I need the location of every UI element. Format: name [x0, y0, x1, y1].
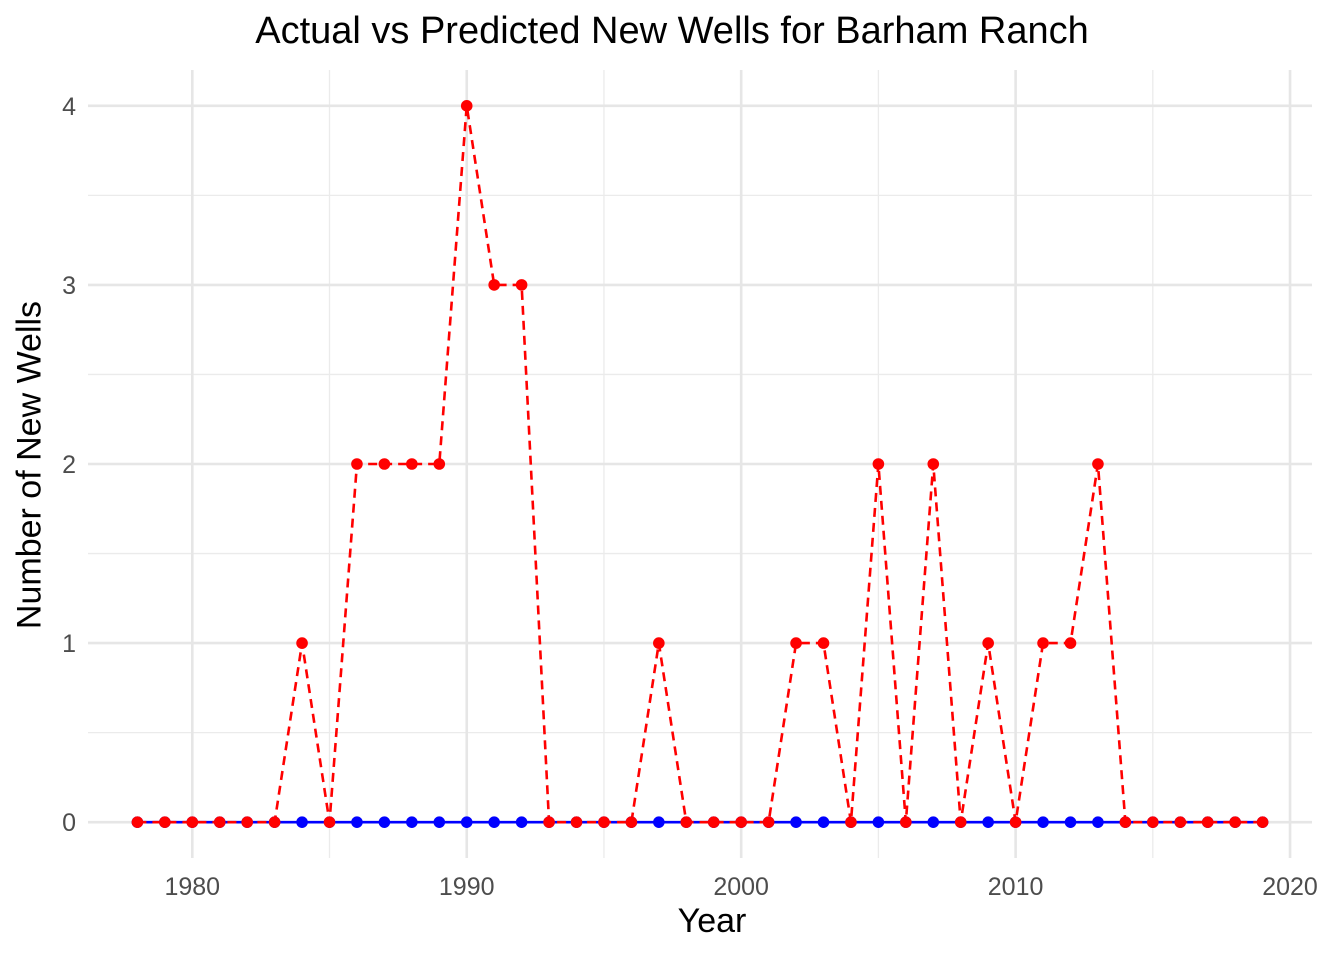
series-2-point: [515, 279, 528, 291]
series-2-point: [351, 458, 363, 470]
series-2-point: [707, 816, 720, 828]
series-2-point: [268, 816, 281, 828]
y-tick-label: 4: [62, 93, 76, 121]
series-1-point: [1064, 816, 1077, 828]
series-2-point: [1147, 816, 1159, 828]
series-2-point: [378, 458, 391, 470]
x-tick-label: 1990: [439, 873, 495, 901]
series-line-2: [137, 105, 1263, 824]
series-2-point: [241, 816, 253, 828]
series-1-point: [1092, 816, 1104, 828]
series-2-point: [159, 816, 171, 828]
y-tick-label: 1: [62, 630, 76, 658]
y-axis-title: Number of New Wells: [10, 300, 49, 630]
series-1-point: [296, 816, 308, 828]
series-2-point: [1064, 637, 1077, 649]
series-2-point: [1174, 816, 1187, 828]
series-2-point: [1119, 816, 1132, 828]
series-1-point: [872, 816, 885, 828]
series-2-point: [817, 637, 830, 649]
series-1-point: [460, 816, 473, 828]
series-2-point: [653, 637, 665, 649]
series-2-point: [296, 637, 308, 649]
series-2-point: [570, 816, 583, 828]
series-2-point: [762, 816, 775, 828]
series-2-point: [1201, 816, 1214, 828]
x-tick-label: 1980: [164, 873, 220, 901]
series-1-point: [982, 816, 994, 828]
series-2-point: [1009, 816, 1022, 828]
series-1-point: [351, 816, 363, 828]
series-2-point: [186, 816, 199, 828]
series-2-point: [131, 816, 144, 828]
x-tick-label: 2010: [988, 873, 1044, 901]
series-2-point: [598, 816, 610, 828]
y-tick-label: 0: [62, 809, 76, 837]
series-2-point: [488, 279, 500, 291]
series-2-point: [735, 816, 747, 828]
series-1-point: [927, 816, 940, 828]
series-2-point: [982, 637, 994, 649]
series-2-point: [460, 100, 473, 112]
x-axis-title: Year: [677, 902, 747, 940]
series-1-point: [406, 816, 418, 828]
series-2-point: [625, 816, 638, 828]
series-2-point: [323, 816, 336, 828]
series-2-point: [680, 816, 693, 828]
series-2-point: [1229, 816, 1241, 828]
x-tick-label: 2000: [713, 873, 769, 901]
series-2-point: [543, 816, 555, 828]
series-2-point: [433, 458, 446, 470]
series-2-point: [213, 816, 226, 828]
chart-title: Actual vs Predicted New Wells for Barham…: [255, 10, 1089, 52]
series-1-point: [653, 816, 665, 828]
series-1-point: [433, 816, 446, 828]
series-1-point: [790, 816, 802, 828]
series-2-point: [954, 816, 967, 828]
series-2-point: [1092, 458, 1104, 470]
series-2-point: [872, 458, 885, 470]
series-2-point: [900, 816, 912, 828]
series-2-point: [790, 637, 802, 649]
series-2-point: [845, 816, 857, 828]
x-tick-label: 2020: [1262, 873, 1318, 901]
series-2-point: [1256, 816, 1269, 828]
series-1-point: [1037, 816, 1049, 828]
series-2-point: [406, 458, 418, 470]
series-1-point: [515, 816, 528, 828]
series-2-point: [927, 458, 940, 470]
series-1-point: [488, 816, 500, 828]
y-tick-label: 2: [62, 451, 76, 479]
series-2-point: [1037, 637, 1049, 649]
y-tick-label: 3: [62, 272, 76, 300]
series-1-point: [378, 816, 391, 828]
series-1-point: [817, 816, 830, 828]
